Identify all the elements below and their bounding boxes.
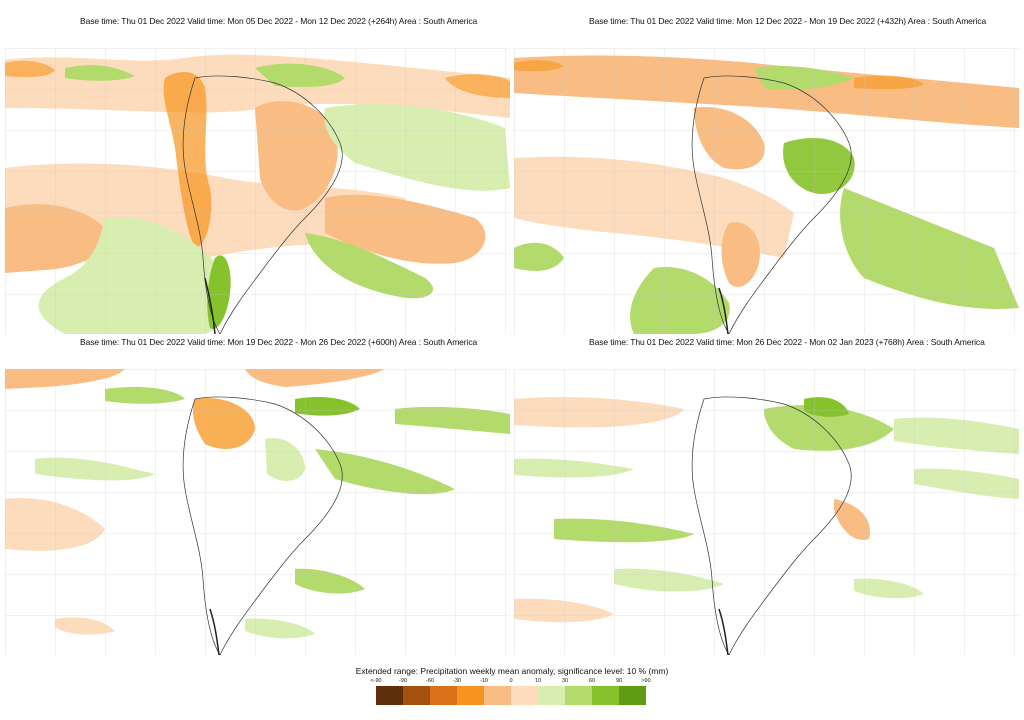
legend-label: 10 (534, 678, 542, 684)
anomaly-map-week-3 (5, 369, 510, 655)
panel-title-4: Base time: Thu 01 Dec 2022 Valid time: M… (589, 337, 985, 347)
anomaly-map-week-2 (514, 48, 1019, 334)
legend-label: -10 (480, 678, 488, 684)
legend-swatch (511, 686, 538, 705)
legend-swatch (538, 686, 565, 705)
legend-swatch (430, 686, 457, 705)
panel-title-3: Base time: Thu 01 Dec 2022 Valid time: M… (80, 337, 478, 347)
legend-swatch (484, 686, 511, 705)
legend-swatch (376, 686, 403, 705)
legend-label: -30 (453, 678, 461, 684)
legend-colorbar (376, 686, 646, 705)
anomaly-map-week-1 (5, 48, 510, 334)
legend-label: -60 (426, 678, 434, 684)
legend-label: 90 (615, 678, 623, 684)
legend-label: >90 (641, 678, 651, 684)
legend-label: 0 (509, 678, 513, 684)
legend-swatch (592, 686, 619, 705)
legend-label: 60 (588, 678, 596, 684)
legend-swatch (457, 686, 484, 705)
anomaly-map-week-4 (514, 369, 1019, 655)
legend-swatch (565, 686, 592, 705)
panel-title-1: Base time: Thu 01 Dec 2022 Valid time: M… (80, 16, 478, 26)
panel-title-2: Base time: Thu 01 Dec 2022 Valid time: M… (589, 16, 987, 26)
legend-label: -90 (399, 678, 407, 684)
legend-labels: <-90 -90 -60 -30 -10 0 10 30 60 90 >90 (370, 678, 655, 686)
legend-label: 30 (561, 678, 569, 684)
legend-title: Extended range: Precipitation weekly mea… (355, 666, 669, 676)
legend-swatch (619, 686, 646, 705)
legend-swatch (403, 686, 430, 705)
legend-label: <-90 (370, 678, 382, 684)
